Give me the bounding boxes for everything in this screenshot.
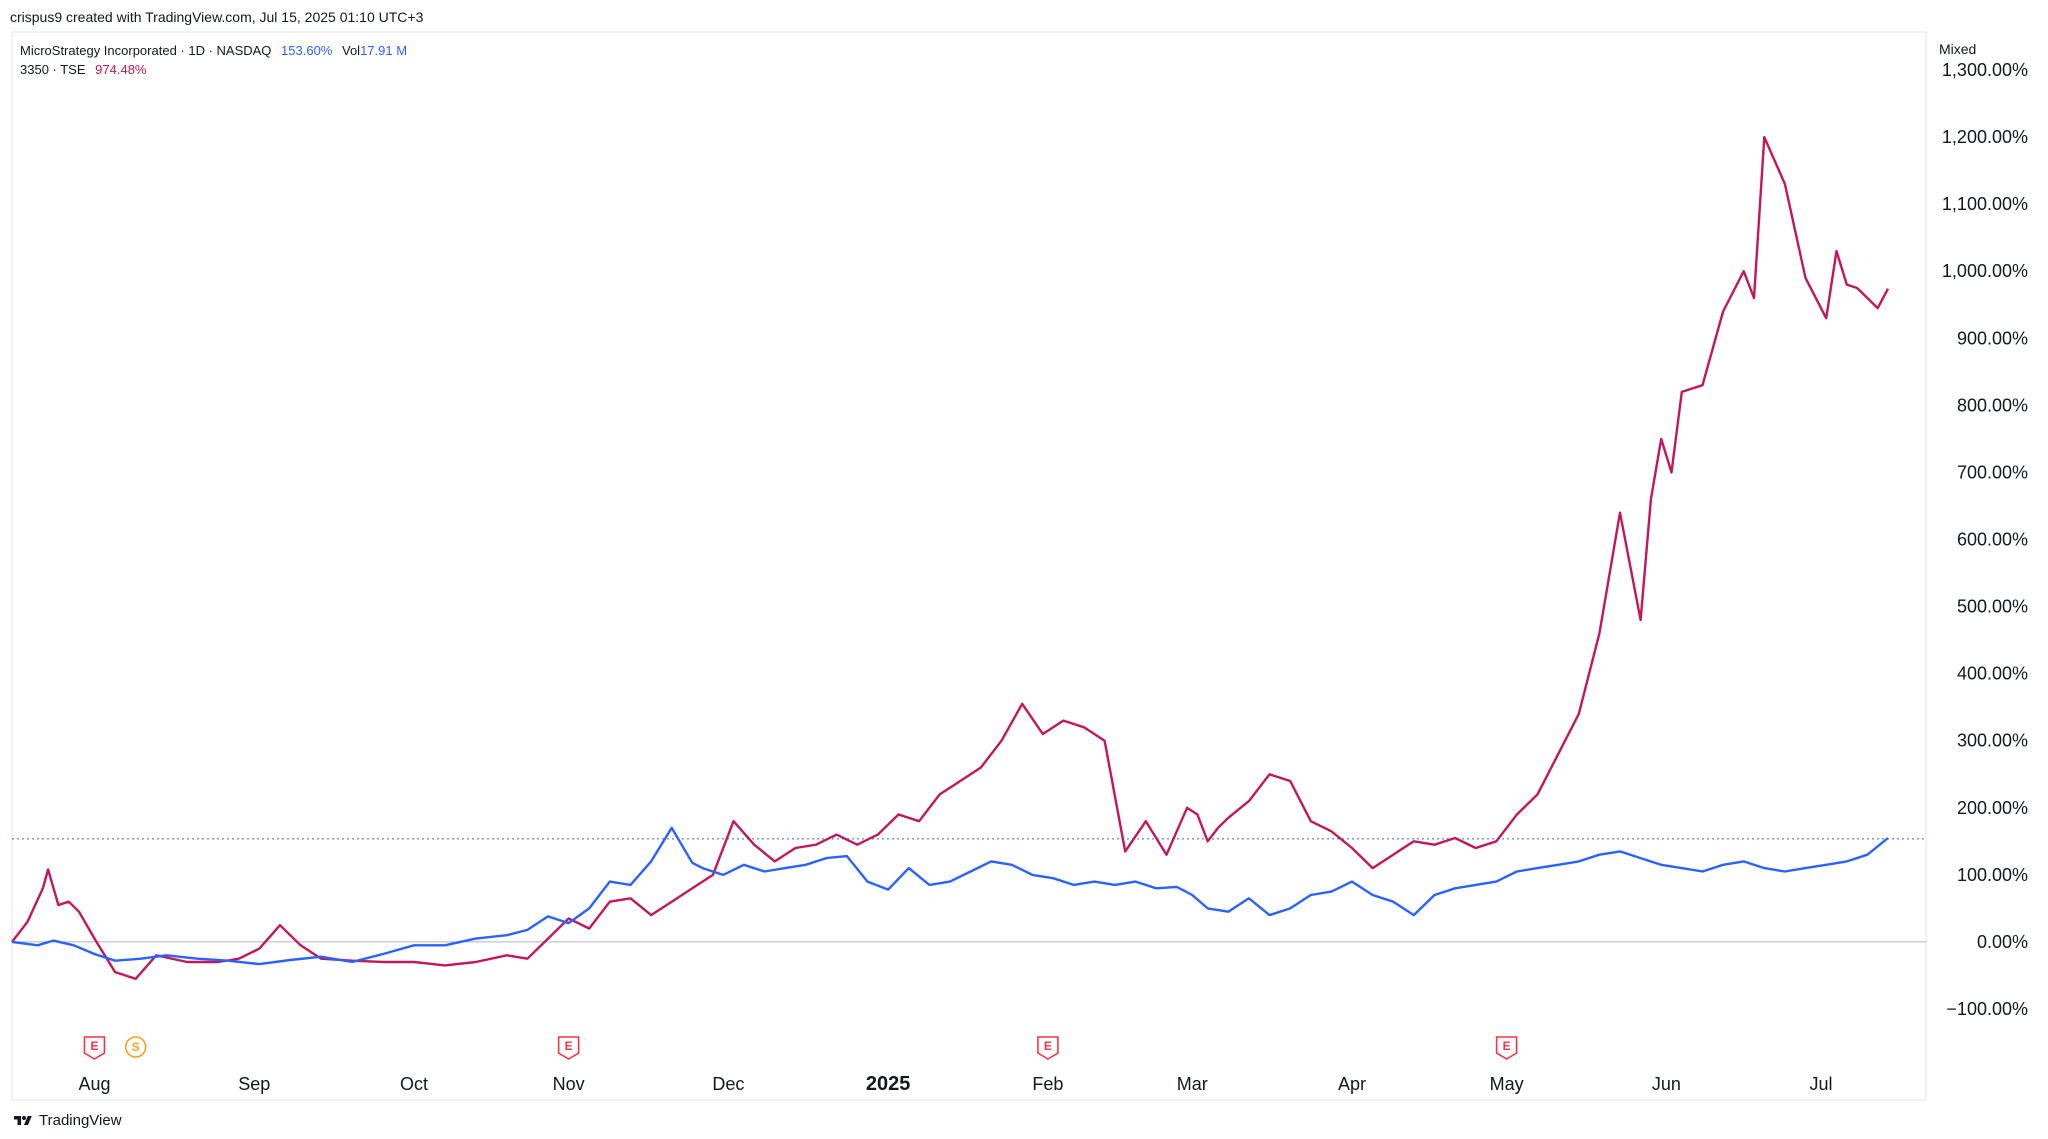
split-marker-icon[interactable]: S [124,1036,147,1058]
x-tick-label: Apr [1338,1074,1366,1094]
x-tick-label: Dec [712,1074,744,1094]
earnings-marker-shape [1495,1036,1518,1060]
reference-lines [12,838,1926,943]
earnings-marker-icon[interactable]: E [1037,1036,1059,1060]
plot-area-border [11,31,1927,1101]
split-marker-shape [124,1036,147,1058]
x-tick-label: Jul [1809,1074,1832,1094]
y-tick-label: 400.00% [1957,664,2028,684]
earnings-marker-label: E [565,1039,573,1053]
legend-vol-value: 17.91 M [360,43,408,58]
legend-series-a-label: MicroStrategy Incorporated · 1D · NASDAQ [20,43,272,58]
earnings-marker-icon[interactable]: E [83,1036,106,1060]
x-tick-label: Mar [1177,1074,1208,1094]
earnings-marker-shape [83,1036,106,1060]
earnings-marker-shape [1037,1036,1059,1060]
tradingview-brand[interactable]: TradingView [12,1112,122,1129]
y-tick-label: 1,100.00% [1942,194,2028,214]
x-axis: Aug Sep Oct Nov Dec 2025 Feb Mar Apr May Jun Jul [78,1073,1832,1095]
y-tick-label: −100.00% [1946,999,2028,1019]
x-tick-label: Nov [553,1074,585,1094]
x-tick-label: Aug [78,1074,110,1094]
legend-series-a-value: 153.60% [281,43,333,58]
series-line-3350-tse [11,135,1890,980]
y-tick-label: 700.00% [1957,462,2028,482]
y-tick-label: 300.00% [1957,731,2028,751]
y-tick-label: 0.00% [1977,932,2028,952]
y-tick-label: 1,300.00% [1942,60,2028,80]
y-tick-label: 600.00% [1957,530,2028,550]
earnings-marker-label: E [1044,1039,1052,1053]
series-lines [11,135,1890,980]
tradingview-brand-text: TradingView [39,1112,122,1129]
x-tick-label: 2025 [866,1073,911,1095]
y-tick-label: 900.00% [1957,328,2028,348]
tradingview-logo-icon [14,1115,32,1125]
earnings-marker-icon[interactable]: E [1495,1036,1518,1060]
y-axis: 1,300.00% 1,200.00% 1,100.00% 1,000.00% 900.… [1942,60,2028,1019]
legend-row-series-b[interactable]: 3350 · TSE 974.48% [20,60,413,79]
earnings-marker-shape [557,1036,580,1060]
earnings-marker-label: E [1503,1039,1511,1053]
x-tick-label: May [1490,1074,1524,1094]
y-tick-label: 1,200.00% [1942,127,2028,147]
earnings-marker-icon[interactable]: E [557,1036,580,1060]
y-tick-label: 800.00% [1957,395,2028,415]
legend-series-b-label: 3350 · TSE [20,62,86,77]
scale-mode-label[interactable]: Mixed [1939,41,1977,57]
legend-vol-label: Vol [342,43,361,58]
y-tick-label: 1,000.00% [1942,261,2028,281]
chart-legend: MicroStrategy Incorporated · 1D · NASDAQ… [20,41,413,79]
legend-series-b-value: 974.48% [95,62,147,77]
chart-created-caption: crispus9 created with TradingView.com, J… [10,9,424,25]
x-tick-label: Oct [400,1074,428,1094]
y-tick-label: 500.00% [1957,597,2028,617]
split-marker-label: S [132,1040,140,1054]
y-tick-label: 200.00% [1957,798,2028,818]
earnings-marker-label: E [90,1039,98,1053]
x-tick-label: Sep [238,1074,270,1094]
series-line-mstr [11,826,1889,966]
x-tick-label: Feb [1032,1074,1063,1094]
event-markers[interactable]: E E E ES [83,1036,1518,1060]
x-tick-label: Jun [1652,1074,1681,1094]
legend-row-series-a[interactable]: MicroStrategy Incorporated · 1D · NASDAQ… [20,41,413,60]
y-tick-label: 100.00% [1957,865,2028,885]
